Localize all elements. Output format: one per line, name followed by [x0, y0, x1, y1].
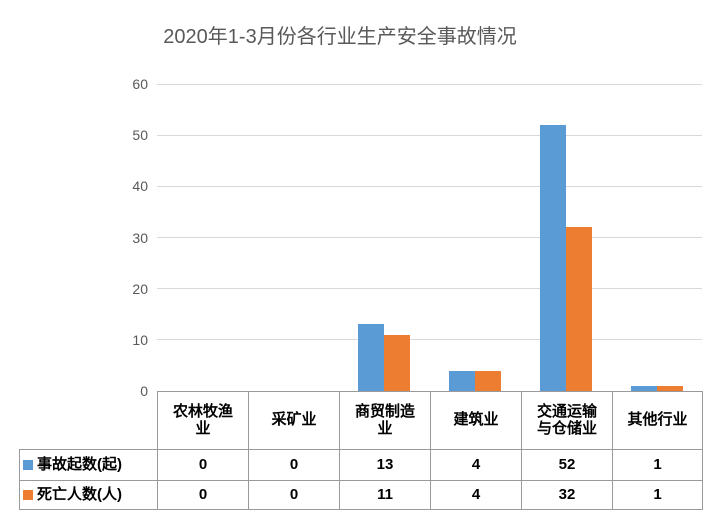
category-header-cell: 交通运输与仓储业	[521, 391, 612, 449]
legend-row-label: 事故起数(起)	[19, 449, 157, 480]
value-cell: 0	[248, 449, 339, 480]
value-cell: 1	[612, 449, 703, 480]
value-cell: 13	[339, 449, 430, 480]
series-label: 死亡人数(人)	[37, 485, 122, 503]
value-cell: 11	[339, 480, 430, 510]
value-cell: 32	[521, 480, 612, 510]
gridline	[157, 83, 702, 85]
y-axis-tick-label: 30	[132, 229, 148, 246]
bar-死亡人数(人)-商贸制造业	[384, 334, 411, 391]
value-cell: 52	[521, 449, 612, 480]
category-header-cell: 建筑业	[430, 391, 521, 449]
value-cell: 4	[430, 449, 521, 480]
gridline	[157, 185, 702, 187]
gridline	[157, 339, 702, 341]
bar-事故起数(起)-商贸制造业	[358, 324, 385, 391]
value-cell: 0	[157, 449, 248, 480]
y-axis-tick-label: 20	[132, 280, 148, 297]
legend-row-label: 死亡人数(人)	[19, 480, 157, 510]
y-axis-tick-label: 10	[132, 331, 148, 348]
y-axis-tick-label: 50	[132, 127, 148, 144]
legend-key-icon	[23, 490, 33, 500]
bar-死亡人数(人)-交通运输与仓储业	[565, 227, 592, 391]
y-axis-tick-label: 40	[132, 178, 148, 195]
bar-事故起数(起)-交通运输与仓储业	[539, 124, 566, 391]
value-cell: 4	[430, 480, 521, 510]
chart-title: 2020年1-3月份各行业生产安全事故情况	[163, 26, 517, 48]
category-header-cell: 商贸制造业	[339, 391, 430, 449]
bar-事故起数(起)-其他行业	[630, 385, 657, 391]
y-axis-tick-label: 0	[140, 383, 148, 399]
bar-事故起数(起)-建筑业	[448, 370, 475, 391]
data-table: 农林牧渔业 采矿业 商贸制造业 建筑业 交通运输与仓储业 其他行业 事故起数(起) 0 0 13 4…	[19, 391, 703, 510]
category-header-cell: 农林牧渔业	[157, 391, 248, 449]
value-cell: 0	[157, 480, 248, 510]
value-cell: 0	[248, 480, 339, 510]
category-header-cell: 其他行业	[612, 391, 703, 449]
bar-死亡人数(人)-其他行业	[656, 385, 683, 391]
value-cell: 1	[612, 480, 703, 510]
table-corner-cell	[19, 391, 157, 449]
legend-key-icon	[23, 460, 33, 470]
bar-死亡人数(人)-建筑业	[474, 370, 501, 391]
gridline	[157, 237, 702, 238]
series-label: 事故起数(起)	[37, 455, 122, 473]
gridline	[157, 134, 702, 136]
gridline	[157, 288, 702, 290]
category-header-cell: 采矿业	[248, 391, 339, 449]
y-axis-tick-label: 60	[132, 76, 148, 92]
